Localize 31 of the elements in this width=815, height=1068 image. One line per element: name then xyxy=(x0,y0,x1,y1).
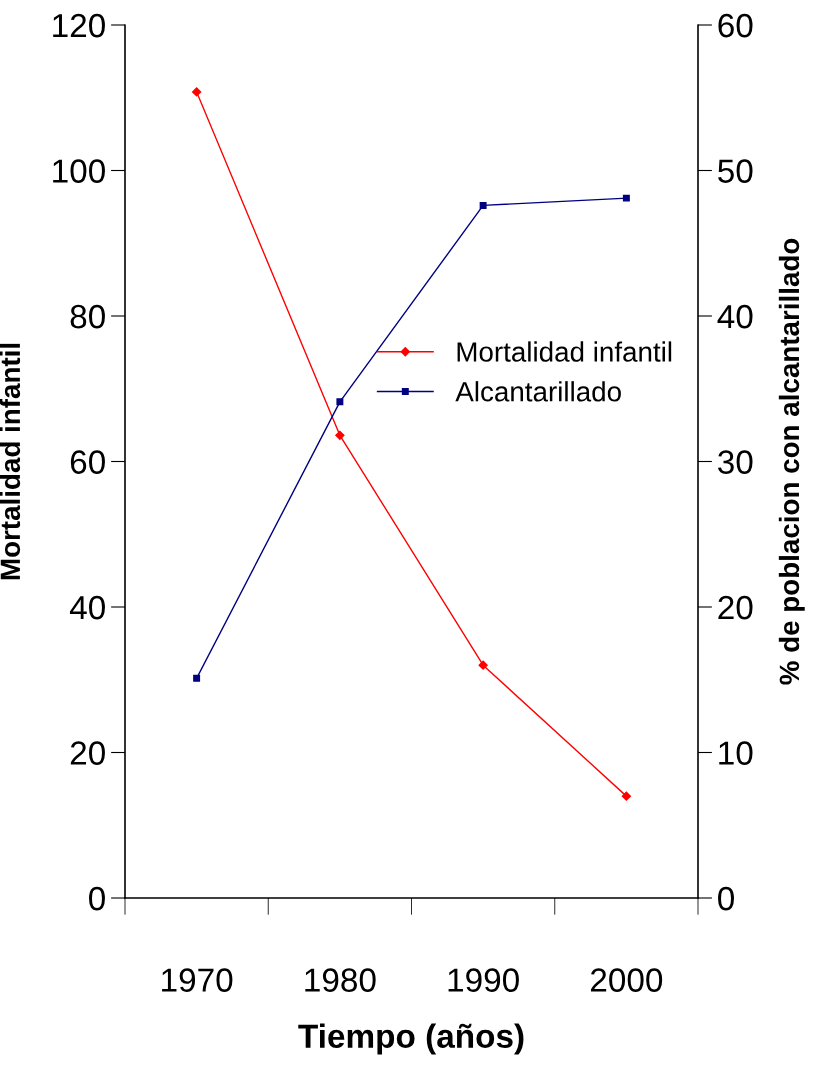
y-tick-label: 20 xyxy=(70,741,105,765)
point xyxy=(336,398,344,406)
legend-label: Alcantarillado xyxy=(455,381,621,402)
point xyxy=(622,194,630,202)
x-tick-label: 1990 xyxy=(448,968,519,992)
y-axis-title: Mortalidad infantil xyxy=(0,343,21,580)
point xyxy=(192,87,202,97)
x-tick-label: 1970 xyxy=(162,968,233,992)
y-tick-label: 120 xyxy=(53,13,105,38)
x-axis-title: Tiempo (años) xyxy=(298,1023,524,1055)
y2-axis-title: % de poblacion con alcantarillado xyxy=(778,238,805,685)
x-tick-label: 1980 xyxy=(305,968,376,992)
y-tick-label: 40 xyxy=(69,595,105,620)
point xyxy=(479,201,487,209)
point xyxy=(621,791,631,801)
y-tick-label: 0 xyxy=(89,886,105,911)
x-tick-label: 2000 xyxy=(590,968,663,992)
y2-tick-label: 0 xyxy=(718,886,734,911)
y2-tick-label: 60 xyxy=(718,13,753,38)
y-tick-label: 80 xyxy=(70,304,105,329)
legend-label: Mortalidad infantil xyxy=(457,341,672,362)
y2-tick-label: 10 xyxy=(719,741,753,765)
y2-tick-label: 30 xyxy=(718,450,753,474)
y-tick-label: 100 xyxy=(53,159,105,183)
y2-tick-label: 20 xyxy=(718,595,753,620)
point xyxy=(335,430,345,440)
y2-tick-label: 50 xyxy=(718,159,753,183)
point xyxy=(478,660,488,670)
y2-tick-label: 40 xyxy=(717,304,753,329)
y-tick-label: 60 xyxy=(70,450,105,474)
point xyxy=(193,674,201,682)
